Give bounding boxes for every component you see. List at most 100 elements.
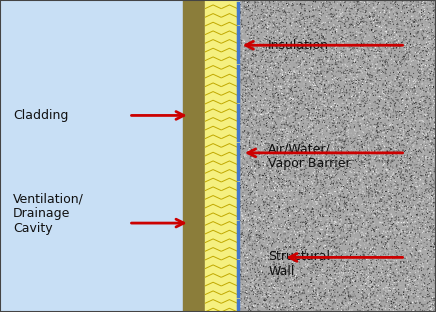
Point [371, 51, 378, 56]
Point [316, 78, 323, 83]
Point [360, 195, 367, 200]
Point [412, 4, 419, 9]
Point [393, 192, 400, 197]
Point [272, 80, 279, 85]
Point [320, 47, 327, 52]
Point [265, 191, 272, 196]
Point [297, 220, 304, 225]
Point [291, 33, 298, 38]
Point [276, 154, 283, 159]
Point [330, 306, 337, 311]
Point [299, 19, 306, 24]
Point [364, 259, 371, 264]
Point [291, 7, 298, 12]
Point [294, 43, 301, 48]
Point [334, 158, 341, 163]
Point [274, 301, 281, 306]
Point [316, 221, 323, 226]
Point [303, 278, 310, 283]
Point [429, 189, 436, 194]
Point [347, 103, 354, 108]
Point [411, 280, 418, 285]
Point [385, 25, 392, 30]
Point [286, 149, 293, 154]
Point [408, 7, 415, 12]
Point [370, 199, 377, 204]
Point [321, 180, 328, 185]
Point [355, 179, 362, 184]
Point [248, 154, 255, 159]
Point [319, 129, 326, 134]
Point [288, 80, 295, 85]
Point [242, 144, 249, 149]
Point [419, 275, 426, 280]
Point [309, 37, 316, 41]
Point [365, 230, 372, 235]
Point [265, 129, 272, 134]
Point [415, 161, 422, 166]
Point [310, 13, 317, 18]
Point [396, 55, 403, 60]
Point [316, 18, 323, 23]
Point [249, 158, 255, 163]
Point [238, 97, 245, 102]
Point [398, 195, 405, 200]
Point [395, 183, 402, 188]
Point [399, 87, 406, 92]
Point [409, 227, 416, 232]
Point [392, 43, 399, 48]
Point [402, 186, 409, 191]
Point [382, 91, 389, 96]
Point [277, 44, 284, 49]
Point [419, 29, 426, 34]
Point [424, 277, 431, 282]
Point [242, 241, 249, 246]
Point [251, 133, 258, 138]
Point [420, 178, 427, 183]
Point [391, 99, 398, 104]
Point [399, 105, 406, 110]
Point [386, 88, 393, 93]
Point [255, 273, 262, 278]
Point [313, 82, 320, 87]
Point [285, 227, 292, 232]
Point [255, 129, 262, 134]
Point [269, 282, 276, 287]
Point [313, 153, 320, 158]
Point [265, 253, 272, 258]
Point [282, 149, 289, 154]
Point [385, 116, 392, 121]
Point [293, 173, 300, 178]
Point [398, 132, 405, 137]
Point [237, 186, 244, 191]
Point [317, 93, 324, 98]
Point [395, 45, 402, 50]
Point [389, 281, 396, 286]
Point [382, 149, 389, 154]
Point [381, 289, 388, 294]
Point [332, 137, 339, 142]
Point [416, 201, 422, 206]
Point [374, 6, 381, 11]
Point [342, 270, 349, 275]
Point [359, 77, 366, 82]
Point [307, 91, 314, 96]
Point [392, 48, 399, 53]
Point [300, 287, 307, 292]
Point [375, 132, 382, 137]
Point [383, 200, 390, 205]
Point [363, 305, 370, 310]
Point [336, 197, 343, 202]
Point [402, 105, 409, 110]
Point [301, 6, 308, 11]
Point [385, 293, 392, 298]
Point [402, 274, 409, 279]
Point [292, 5, 299, 10]
Point [428, 213, 435, 218]
Point [343, 195, 350, 200]
Point [285, 121, 292, 126]
Point [324, 55, 330, 60]
Point [293, 169, 300, 174]
Point [264, 46, 271, 51]
Point [361, 272, 368, 277]
